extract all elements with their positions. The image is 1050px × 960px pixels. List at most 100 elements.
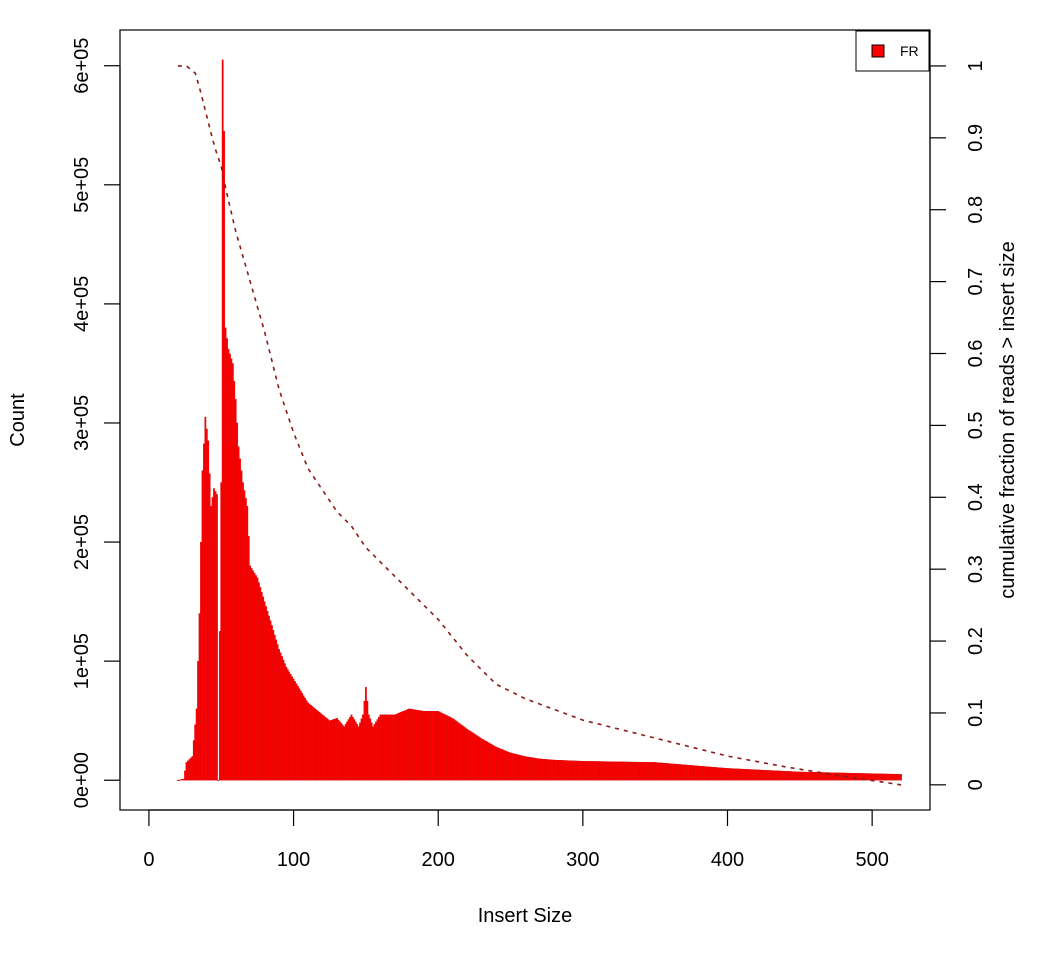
histogram-bar xyxy=(237,446,240,781)
histogram-bar xyxy=(778,770,781,781)
histogram-bar xyxy=(524,756,526,781)
histogram-bar xyxy=(801,771,804,781)
histogram-bar xyxy=(555,759,558,781)
y2-tick-label: 0.1 xyxy=(965,699,987,727)
histogram-bar xyxy=(544,759,547,781)
histogram-bar xyxy=(868,773,871,781)
histogram-bar xyxy=(252,570,254,781)
histogram-bar xyxy=(188,759,191,781)
histogram-bar xyxy=(814,772,817,781)
histogram-bar xyxy=(564,760,567,781)
histogram-bar xyxy=(323,715,325,781)
histogram-bar xyxy=(612,761,615,781)
histogram-bar xyxy=(508,752,510,781)
histogram-bar xyxy=(521,755,523,781)
histogram-bar xyxy=(297,686,299,781)
histogram-bar xyxy=(224,327,227,781)
histogram-bar xyxy=(738,768,740,781)
histogram-bar xyxy=(424,711,427,781)
histogram-bar xyxy=(577,760,580,781)
histogram-bar xyxy=(294,681,296,781)
legend: FR xyxy=(855,30,930,72)
histogram-bar xyxy=(681,764,684,781)
histogram-bar xyxy=(739,768,742,781)
histogram-bar xyxy=(809,771,811,781)
histogram-bar xyxy=(553,759,555,781)
histogram-bar xyxy=(596,761,599,781)
histogram-bar xyxy=(354,721,357,781)
histogram-bar xyxy=(260,591,263,781)
histogram-bar xyxy=(697,765,700,781)
histogram-bar xyxy=(715,767,717,781)
histogram-bar xyxy=(240,470,243,781)
histogram-bar xyxy=(774,770,777,781)
histogram-bar xyxy=(244,498,247,781)
histogram-bar xyxy=(878,773,881,781)
histogram-bar xyxy=(275,639,278,781)
histogram-bar xyxy=(450,717,453,781)
histogram-bar xyxy=(441,713,444,781)
histogram-bar xyxy=(500,749,503,781)
histogram-bar xyxy=(477,736,480,781)
histogram-bar xyxy=(284,663,286,781)
histogram-bar xyxy=(645,762,648,781)
histogram-bar xyxy=(803,771,806,781)
histogram-bar xyxy=(246,506,249,781)
histogram-bar xyxy=(804,771,807,781)
histogram-bar xyxy=(632,761,635,781)
histogram-bar xyxy=(396,713,399,781)
histogram-bar xyxy=(618,761,620,781)
histogram-bar xyxy=(641,762,644,781)
histogram-bar xyxy=(651,762,654,781)
histogram-bar xyxy=(301,693,304,781)
histogram-bar xyxy=(608,761,610,781)
histogram-bar xyxy=(561,760,564,781)
histogram-bar xyxy=(516,754,519,781)
histogram-bar xyxy=(749,769,752,781)
histogram-bar xyxy=(208,473,211,781)
histogram-bar xyxy=(456,721,458,781)
histogram-bar xyxy=(881,773,884,781)
histogram-bar xyxy=(647,762,649,781)
histogram-bar xyxy=(600,761,603,781)
histogram-bar xyxy=(257,582,260,781)
histogram-bar xyxy=(884,773,887,781)
histogram-bar xyxy=(391,714,393,781)
histogram-bar xyxy=(288,671,291,781)
histogram-bar xyxy=(425,711,428,781)
histogram-bar xyxy=(567,760,570,781)
y2-tick-label: 0.4 xyxy=(965,483,987,511)
histogram-bar xyxy=(851,772,853,781)
histogram-bar xyxy=(576,760,578,781)
histogram-bar xyxy=(431,711,434,781)
y-tick-label: 1e+05 xyxy=(71,633,93,689)
histogram-bar xyxy=(470,731,473,781)
histogram-bar xyxy=(720,767,723,781)
x-tick-label: 200 xyxy=(422,849,455,871)
histogram-bar xyxy=(687,764,690,781)
histogram-bar xyxy=(285,666,288,781)
histogram-bar xyxy=(635,761,638,781)
histogram-bar xyxy=(383,714,386,781)
histogram-bar xyxy=(603,761,606,781)
histogram-bar xyxy=(229,353,231,781)
histogram-bar xyxy=(743,769,746,781)
histogram-bar xyxy=(327,719,330,781)
histogram-bar xyxy=(745,769,748,781)
histogram-bar xyxy=(662,762,665,781)
histogram-bar xyxy=(528,756,531,781)
histogram-bar xyxy=(482,739,484,781)
histogram-bar xyxy=(205,428,208,781)
cumulative-fraction-line xyxy=(177,65,902,786)
y2-tick-label: 0.5 xyxy=(965,411,987,439)
histogram-bar xyxy=(486,741,489,781)
histogram-bar xyxy=(295,683,298,781)
histogram-bar xyxy=(451,718,454,781)
histogram-bar xyxy=(389,714,392,781)
histogram-bar xyxy=(798,771,801,781)
histogram-bar xyxy=(579,760,581,781)
histogram-bar xyxy=(185,762,188,781)
histogram-bar xyxy=(469,730,471,781)
histogram-bar xyxy=(807,771,810,781)
histogram-bar xyxy=(531,757,534,781)
